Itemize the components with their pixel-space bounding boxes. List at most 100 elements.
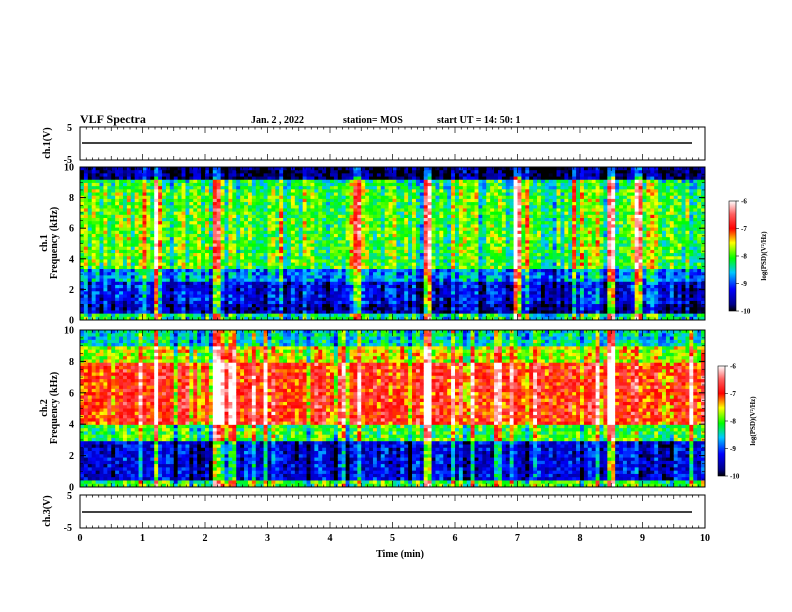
spectrogram-cell	[83, 291, 89, 295]
spectrogram-cell	[208, 243, 214, 248]
spectrogram-cell	[341, 275, 347, 279]
spectrogram-cell	[451, 265, 456, 270]
spectrogram-cell	[279, 211, 284, 216]
spectrogram-cell	[181, 176, 186, 181]
spectrogram-cell	[369, 227, 374, 232]
spectrogram-cell	[388, 214, 393, 219]
spectrogram-cell	[369, 167, 374, 171]
spectrogram-cell	[302, 304, 307, 308]
spectrogram-cell	[275, 300, 280, 305]
spectrogram-cell	[330, 186, 335, 190]
spectrogram-cell	[376, 246, 382, 251]
spectrogram-cell	[357, 291, 362, 295]
spectrogram-cell	[126, 211, 132, 216]
spectrogram-cell	[154, 284, 159, 289]
spectrogram-cell	[263, 195, 268, 200]
spectrogram-cell	[322, 272, 327, 276]
spectrogram-cell	[447, 300, 452, 305]
spectrogram-cell	[165, 304, 171, 308]
spectrogram-cell	[263, 291, 268, 295]
spectrogram-cell	[185, 173, 190, 177]
spectrogram-cell	[349, 253, 354, 257]
spectrogram-cell	[126, 208, 132, 213]
spectrogram-cell	[404, 284, 409, 289]
spectrogram-cell	[290, 253, 296, 257]
spectrogram-cell	[443, 192, 448, 197]
spectrogram-cell	[87, 300, 93, 305]
spectrogram-cell	[349, 176, 354, 181]
spectrogram-cell	[263, 253, 268, 257]
spectrogram-cell	[224, 256, 229, 260]
spectrogram-cell	[392, 186, 397, 190]
spectrogram-cell	[275, 195, 280, 200]
spectrogram-cell	[392, 202, 397, 206]
spectrogram-cell	[232, 233, 237, 238]
spectrogram-cell	[353, 179, 358, 184]
spectrogram-cell	[322, 259, 327, 264]
spectrogram-cell	[294, 192, 300, 197]
spectrogram-cell	[294, 173, 300, 177]
spectrogram-cell	[458, 189, 464, 193]
spectrogram-cell	[232, 310, 237, 315]
spectrogram-cell	[396, 179, 401, 184]
spectrogram-cell	[87, 237, 93, 241]
spectrogram-cell	[419, 173, 425, 177]
spectrogram-cell	[423, 307, 429, 311]
spectrogram-cell	[361, 173, 366, 177]
spectrogram-cell	[177, 198, 182, 203]
spectrogram-cell	[169, 269, 175, 273]
spectrogram-cell	[212, 272, 218, 276]
spectrogram-cell	[322, 256, 327, 260]
spectrogram-cell	[201, 253, 206, 257]
spectrogram-cell	[384, 288, 389, 292]
spectrogram-cell	[458, 253, 464, 257]
spectrogram-cell	[388, 278, 393, 283]
spectrogram-cell	[87, 249, 93, 254]
spectrogram-cell	[451, 224, 456, 228]
spectrogram-cell	[314, 307, 319, 311]
spectrogram-cell	[345, 262, 350, 267]
spectrogram-cell	[419, 214, 425, 219]
spectrogram-cell	[126, 176, 132, 181]
spectrogram-cell	[201, 227, 206, 232]
spectrogram-cell	[122, 182, 128, 187]
spectrogram-cell	[455, 310, 460, 315]
spectrogram-cell	[244, 240, 249, 244]
spectrogram-cell	[365, 307, 370, 311]
spectrogram-cell	[337, 313, 343, 318]
spectrogram-cell	[244, 249, 249, 254]
spectrogram-cell	[294, 233, 300, 238]
spectrogram-cell	[220, 259, 225, 264]
spectrogram-cell	[87, 170, 93, 174]
spectrogram-cell	[326, 179, 331, 184]
spectrogram-cell	[333, 224, 339, 228]
spectrogram-cell	[251, 173, 257, 177]
spectrogram-cell	[83, 189, 89, 193]
spectrogram-cell	[201, 221, 206, 225]
spectrogram-cell	[466, 179, 472, 184]
spectrogram-cell	[431, 233, 436, 238]
spectrogram-cell	[263, 170, 268, 174]
spectrogram-cell	[263, 275, 268, 279]
spectrogram-cell	[287, 294, 292, 299]
spectrogram-cell	[119, 189, 124, 193]
spectrogram-cell	[298, 227, 304, 232]
spectrogram-cell	[83, 262, 89, 267]
spectrogram-cell	[408, 240, 413, 244]
spectrogram-cell	[392, 167, 397, 171]
spectrogram-cell	[318, 240, 323, 244]
spectrogram-cell	[404, 294, 409, 299]
spectrogram-cell	[326, 253, 331, 257]
spectrogram-cell	[165, 198, 171, 203]
spectrogram-cell	[150, 189, 155, 193]
spectrogram-cell	[388, 233, 393, 238]
spectrogram-cell	[275, 243, 280, 248]
spectrogram-cell	[87, 294, 93, 299]
spectrogram-cell	[259, 170, 264, 174]
spectrogram-cell	[318, 211, 323, 216]
spectrogram-cell	[150, 275, 155, 279]
spectrogram-cell	[185, 316, 190, 321]
spectrogram-cell	[357, 205, 362, 209]
spectrogram-cell	[427, 272, 432, 276]
spectrogram-cell	[189, 170, 194, 174]
